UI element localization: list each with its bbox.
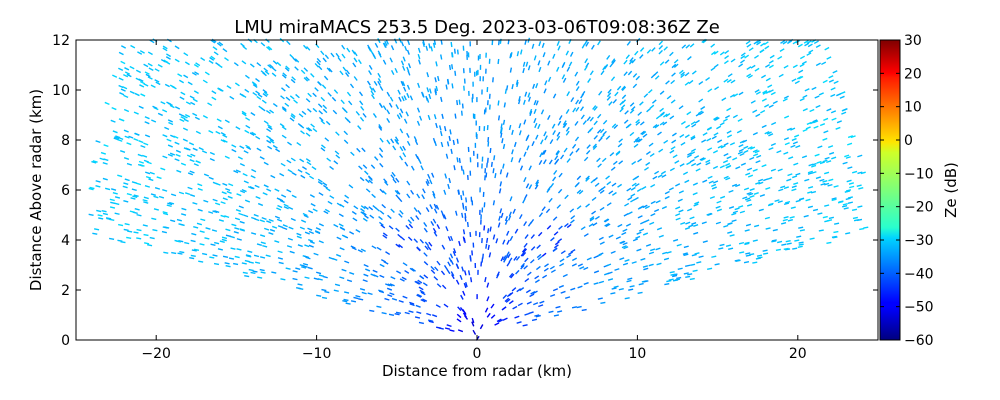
colorbar-gradient <box>879 39 901 341</box>
y-tick-label: 2 <box>61 283 70 299</box>
colorbar-tick-label: 0 <box>904 133 913 149</box>
colorbar-tick-label: −20 <box>904 200 934 216</box>
x-tick-label: −20 <box>141 346 171 362</box>
y-tick-label: 4 <box>61 233 70 249</box>
colorbar: −60 −50 −40 −30 −20 −10 0 10 20 30 Ze (dB) <box>879 33 960 349</box>
colorbar-tick-label: 10 <box>904 100 922 116</box>
chart-title: LMU miraMACS 253.5 Deg. 2023-03-06T09:08… <box>234 17 720 38</box>
colorbar-tick-label: −60 <box>904 333 934 349</box>
x-tick-label: 0 <box>473 346 482 362</box>
y-tick-label: 12 <box>52 33 70 49</box>
colorbar-tick-label: −50 <box>904 300 934 316</box>
x-axis-label: Distance from radar (km) <box>382 362 572 380</box>
colorbar-tick-label: 20 <box>904 66 922 82</box>
x-tick-label: 10 <box>628 346 646 362</box>
y-axis-label: Distance Above radar (km) <box>27 89 45 291</box>
colorbar-tick-label: 30 <box>904 33 922 49</box>
y-tick-label: 10 <box>52 83 70 99</box>
y-tick-label: 0 <box>61 333 70 349</box>
reflectivity-field <box>88 37 869 341</box>
x-tick-label: −10 <box>302 346 332 362</box>
y-axis: 0 2 4 6 8 10 12 <box>52 33 878 349</box>
colorbar-label: Ze (dB) <box>942 162 960 218</box>
y-tick-label: 6 <box>61 183 70 199</box>
y-tick-label: 8 <box>61 133 70 149</box>
plot-area <box>75 37 879 341</box>
colorbar-ticks: −60 −50 −40 −30 −20 −10 0 10 20 30 <box>880 33 934 349</box>
x-tick-label: 20 <box>789 346 807 362</box>
colorbar-tick-label: −40 <box>904 266 934 282</box>
x-axis: −20 −10 0 10 20 <box>141 40 807 362</box>
colorbar-tick-label: −10 <box>904 166 934 182</box>
colorbar-tick-label: −30 <box>904 233 934 249</box>
